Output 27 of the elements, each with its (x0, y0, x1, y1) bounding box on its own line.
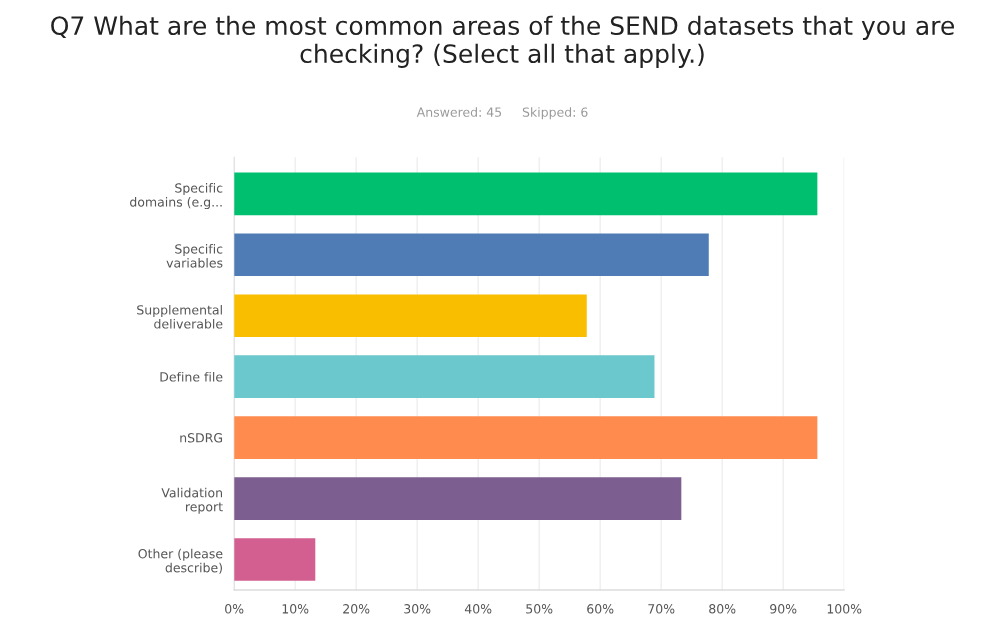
x-tick-label: 0% (225, 604, 244, 614)
x-tick-label: 80% (709, 604, 736, 614)
x-tick-label: 40% (464, 604, 492, 614)
x-tick-label: 30% (404, 604, 431, 614)
y-tick-label: Validation report (161, 487, 223, 514)
x-tick-label: 90% (770, 604, 797, 614)
bar (234, 172, 818, 216)
bar (234, 538, 316, 581)
bar (234, 416, 818, 459)
y-tick-label: Specific domains (e.g... (130, 183, 223, 210)
y-tick-label: Define file (160, 371, 223, 382)
y-tick-label: nSDRG (180, 433, 223, 443)
x-tick-label: 20% (343, 604, 370, 614)
chart-title: Q7 What are the most common areas of the SEND datasets that you are checking? (Select all that apply.) (51, 15, 954, 68)
x-tick-label: 50% (526, 604, 553, 614)
y-tick-label: Supplemental deliverable (137, 304, 223, 329)
chart-subtitle: Answered: 45 Skipped: 6 (416, 107, 588, 120)
x-tick-label: 60% (587, 604, 614, 614)
bar (234, 294, 587, 338)
bar (234, 355, 655, 399)
y-tick-label: Specific variables (166, 243, 223, 268)
x-tick-label: 100% (827, 604, 862, 614)
bar (234, 477, 682, 520)
y-tick-label: Other (please describe) (138, 548, 223, 574)
bar (234, 233, 709, 277)
x-tick-label: 10% (282, 604, 309, 614)
x-tick-label: 70% (648, 604, 675, 614)
